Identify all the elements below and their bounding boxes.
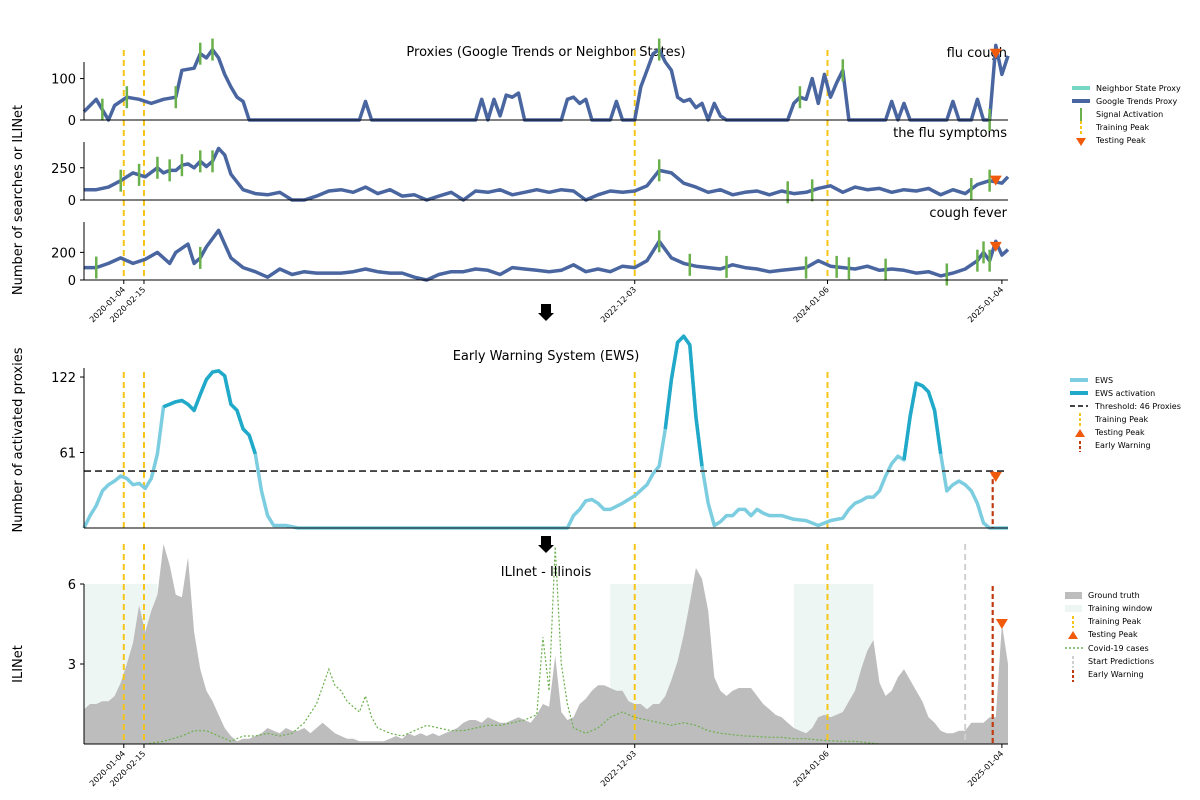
- ews-panel: Early Warning System (EWS) Number of act…: [11, 334, 1181, 532]
- ews-y-tick-label-0: 61: [59, 447, 76, 462]
- legend-signal-label: Signal Activation: [1096, 110, 1163, 119]
- legend-ili-early-warning-label: Early Warning: [1088, 670, 1144, 679]
- proxy-y-tick-label-0-1: 100: [51, 73, 76, 88]
- legend-ili-testing-peak-label: Testing Peak: [1087, 630, 1138, 639]
- ilinet-panel: 36 ILInet - Illinois ILINet 2020-01-0420…: [11, 544, 1154, 788]
- legend-ili-training-peak-label: Training Peak: [1087, 617, 1141, 626]
- legend-ground-truth-swatch: [1065, 592, 1082, 599]
- legend-ews-label: EWS: [1095, 376, 1113, 385]
- ews-y-label: Number of activated proxies: [11, 347, 26, 532]
- testing-peak-marker-1-0: [989, 175, 1002, 186]
- testing-peak-marker-0-0: [989, 48, 1002, 59]
- legend-ews-activation-label: EWS activation: [1095, 389, 1155, 398]
- ews-plot: 61 122: [51, 334, 1008, 530]
- ilinet-title: ILInet - Illinois: [501, 565, 592, 580]
- subplot-name-flu-symptoms: the flu symptoms: [893, 126, 1007, 141]
- ili-covid-line: [145, 546, 880, 745]
- ews-legend: EWS EWS activation Threshold: 46 Proxies…: [1070, 376, 1181, 452]
- legend-training-window-label: Training window: [1087, 604, 1153, 613]
- proxy-y-tick-label-0-0: 0: [68, 114, 76, 129]
- ilinet-y-label: ILINet: [11, 645, 26, 683]
- ilinet-legend: Ground truth Training window Training Pe…: [1065, 591, 1154, 682]
- proxy-series-line-1: [84, 146, 1010, 202]
- ili-ground-truth-area: [84, 544, 1008, 744]
- proxy-y-tick-label-2-0: 0: [68, 274, 76, 289]
- testing-peak-marker-2-0: [989, 241, 1002, 252]
- flow-arrow-down-icon: [538, 304, 554, 321]
- legend-start-predictions-label: Start Predictions: [1088, 657, 1154, 666]
- legend-testing-peak-swatch: [1076, 138, 1086, 146]
- proxy-y-tick-label-1-1: 250: [51, 162, 76, 177]
- proxies-y-label: Number of searches or ILINet: [11, 105, 26, 295]
- ili-y-tick-label-1: 6: [68, 578, 76, 593]
- proxy-y-tick-label-2-1: 200: [51, 246, 76, 261]
- legend-ili-testing-peak-swatch: [1068, 631, 1078, 639]
- ili-testing-peak-marker-0: [995, 619, 1008, 629]
- legend-ground-truth-label: Ground truth: [1088, 591, 1140, 600]
- subplot-name-cough-fever: cough fever: [929, 206, 1007, 221]
- legend-ews-testing-peak-label: Testing Peak: [1094, 428, 1145, 437]
- ews-activation-segment-1: [663, 334, 704, 467]
- flow-arrow-down-icon-2: [538, 536, 554, 553]
- legend-training-peak-label: Training Peak: [1095, 123, 1149, 132]
- proxies-lines: [82, 38, 1010, 286]
- ews-y-tick-label-1: 122: [51, 371, 76, 386]
- legend-ews-training-peak-label: Training Peak: [1094, 415, 1148, 424]
- ews-testing-peak-marker-0: [989, 472, 1002, 483]
- proxy-y-tick-label-1-0: 0: [68, 194, 76, 209]
- ews-activation-segment-0: [162, 369, 257, 455]
- legend-testing-peak-label: Testing Peak: [1095, 136, 1146, 145]
- legend-threshold-label: Threshold: 46 Proxies: [1094, 402, 1181, 411]
- legend-ews-testing-peak-swatch: [1075, 429, 1085, 437]
- proxies-axes: 0 100 0 250 0 200: [51, 62, 1008, 289]
- legend-neighbor-label: Neighbor State Proxy: [1096, 84, 1181, 93]
- legend-google-label: Google Trends Proxy: [1096, 97, 1178, 106]
- legend-ews-early-warning-label: Early Warning: [1095, 441, 1151, 450]
- ili-y-tick-label-0: 3: [68, 658, 76, 673]
- ews-activation-segment-2: [902, 381, 943, 461]
- proxies-title: Proxies (Google Trends or Neighbor State…: [406, 45, 685, 60]
- legend-training-window-swatch: [1065, 605, 1082, 612]
- ilinet-plot: 36: [68, 544, 1008, 745]
- proxies-legend: Neighbor State Proxy Google Trends Proxy…: [1072, 84, 1181, 146]
- legend-covid-label: Covid-19 cases: [1088, 644, 1149, 653]
- ews-title: Early Warning System (EWS): [453, 349, 640, 364]
- proxy-series-line-2: [84, 228, 1010, 282]
